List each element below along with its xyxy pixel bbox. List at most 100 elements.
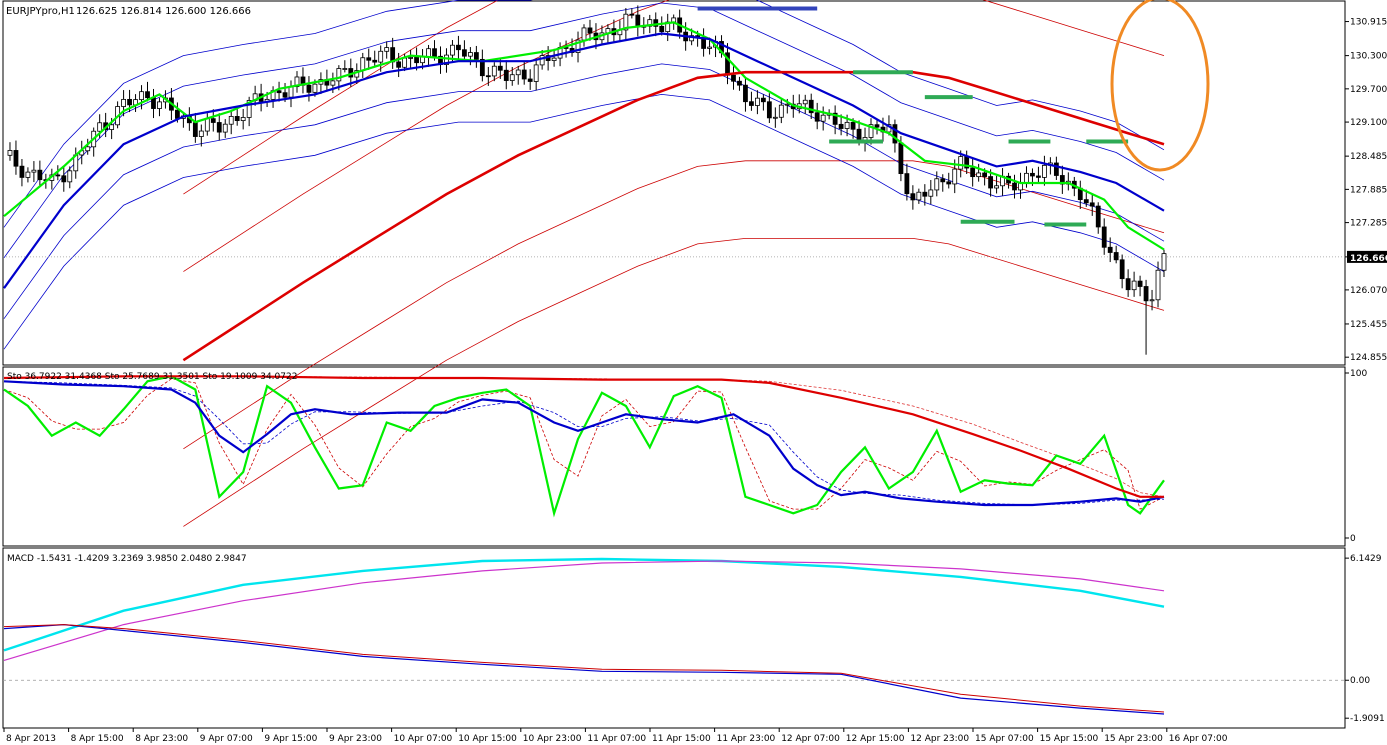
moving-average-line bbox=[182, 70, 1165, 362]
candle-body bbox=[1083, 199, 1089, 204]
candle-body bbox=[970, 167, 976, 178]
candle-body bbox=[360, 57, 366, 71]
candle-body bbox=[97, 122, 103, 132]
macd-line bbox=[3, 560, 1165, 661]
y-tick-label: 128.485 bbox=[1350, 152, 1387, 162]
moving-average-line bbox=[3, 21, 1165, 251]
candle-body bbox=[121, 98, 126, 107]
candle-body bbox=[653, 19, 659, 27]
candle-body bbox=[467, 52, 473, 57]
candle-body bbox=[31, 169, 37, 173]
x-tick-label: 11 Apr 23:00 bbox=[717, 734, 776, 744]
stochastic-line bbox=[3, 380, 1165, 507]
candle-body bbox=[868, 124, 874, 138]
candle-body bbox=[145, 91, 150, 99]
y-tick-label: 125.455 bbox=[1350, 320, 1387, 330]
x-tick-label: 15 Apr 15:00 bbox=[1040, 734, 1099, 744]
candle-body bbox=[378, 50, 384, 63]
candle-body bbox=[13, 150, 19, 167]
candle-body bbox=[276, 90, 282, 94]
candle-body bbox=[192, 122, 198, 137]
candle-body bbox=[1113, 252, 1119, 261]
candle-body bbox=[814, 112, 820, 122]
y-tick-label: 0 bbox=[1350, 534, 1356, 544]
candle-body bbox=[982, 172, 988, 177]
symbol-header: EURJPYpro,H1 bbox=[6, 6, 75, 17]
candle-body bbox=[934, 178, 940, 191]
candle-body bbox=[850, 121, 856, 130]
stochastic-header: Sto 36.7922 31.4368 Sto 25.7689 31.3501 … bbox=[7, 372, 297, 382]
candle-body bbox=[1155, 269, 1161, 301]
x-tick-label: 15 Apr 23:00 bbox=[1104, 734, 1163, 744]
candle-body bbox=[240, 117, 246, 122]
candle-body bbox=[198, 130, 204, 137]
candle-body bbox=[808, 99, 814, 114]
candle-body bbox=[659, 25, 665, 33]
candle-body bbox=[216, 122, 222, 133]
x-tick-label: 16 Apr 07:00 bbox=[1169, 734, 1228, 744]
x-axis: 8 Apr 2013 8 Apr 15:00 8 Apr 23:00 9 Apr 07… bbox=[3, 728, 1228, 744]
candle-body bbox=[384, 47, 390, 52]
macd-line bbox=[3, 557, 1165, 652]
stochastic-plot bbox=[3, 375, 1165, 518]
candle-body bbox=[234, 116, 240, 122]
blue-band-line bbox=[3, 2, 1165, 259]
candle-body bbox=[1024, 172, 1029, 184]
candle-body bbox=[802, 99, 808, 105]
x-tick-label: 9 Apr 07:00 bbox=[200, 734, 253, 744]
macd-line bbox=[3, 624, 1165, 713]
y-tick-label: 100 bbox=[1350, 369, 1367, 379]
x-tick-label: 10 Apr 23:00 bbox=[523, 734, 582, 744]
candle-body bbox=[372, 59, 378, 63]
candle-body bbox=[784, 103, 790, 106]
candle-body bbox=[330, 80, 336, 86]
candle-body bbox=[426, 48, 431, 58]
macd-panel[interactable] bbox=[2, 547, 1346, 729]
candle-body bbox=[151, 97, 156, 109]
stochastic-signal-line bbox=[3, 380, 1165, 506]
candle-body bbox=[420, 56, 425, 64]
y-tick-label: 127.885 bbox=[1350, 185, 1387, 195]
candle-body bbox=[1030, 172, 1035, 177]
blue-band-line bbox=[3, 0, 1165, 228]
candle-body bbox=[820, 114, 826, 122]
stochastic-panel[interactable] bbox=[2, 366, 1346, 547]
candle-body bbox=[1149, 299, 1155, 302]
candle-body bbox=[707, 46, 712, 49]
candle-body bbox=[946, 181, 952, 185]
x-tick-label: 9 Apr 23:00 bbox=[329, 734, 382, 744]
candle-body bbox=[539, 55, 545, 66]
candle-body bbox=[922, 191, 928, 197]
candle-body bbox=[491, 65, 497, 77]
candle-body bbox=[760, 97, 766, 103]
candle-body bbox=[976, 172, 982, 178]
candle-body bbox=[127, 98, 132, 106]
y-tick-label: 0.00 bbox=[1350, 676, 1370, 686]
red-band-line bbox=[183, 0, 500, 195]
candle-body bbox=[755, 97, 760, 106]
candle-body bbox=[396, 61, 402, 68]
x-tick-label: 11 Apr 15:00 bbox=[652, 734, 711, 744]
current-price-label: 126.666 bbox=[1350, 254, 1387, 264]
candle-body bbox=[414, 57, 419, 64]
candle-body bbox=[109, 124, 115, 130]
candle-body bbox=[139, 91, 144, 101]
candle-body bbox=[456, 44, 461, 51]
y-tick-label: -1.9091 bbox=[1350, 714, 1385, 724]
candle-body bbox=[928, 189, 934, 197]
candle-body bbox=[67, 170, 73, 183]
candle-body bbox=[533, 64, 539, 82]
candle-body bbox=[462, 49, 467, 57]
candle-body bbox=[503, 69, 509, 81]
candle-body bbox=[1012, 182, 1017, 191]
price-panel[interactable] bbox=[2, 0, 1346, 366]
y-tick-label: 130.915 bbox=[1350, 18, 1387, 28]
candle-body bbox=[737, 80, 742, 86]
stochastic-signal-line bbox=[3, 375, 1165, 498]
red-band-line bbox=[183, 237, 1165, 527]
candle-body bbox=[402, 57, 408, 68]
candle-body bbox=[623, 13, 629, 31]
candle-body bbox=[509, 74, 515, 81]
red-band-line bbox=[183, 0, 1165, 272]
x-tick-label: 8 Apr 2013 bbox=[6, 734, 56, 744]
